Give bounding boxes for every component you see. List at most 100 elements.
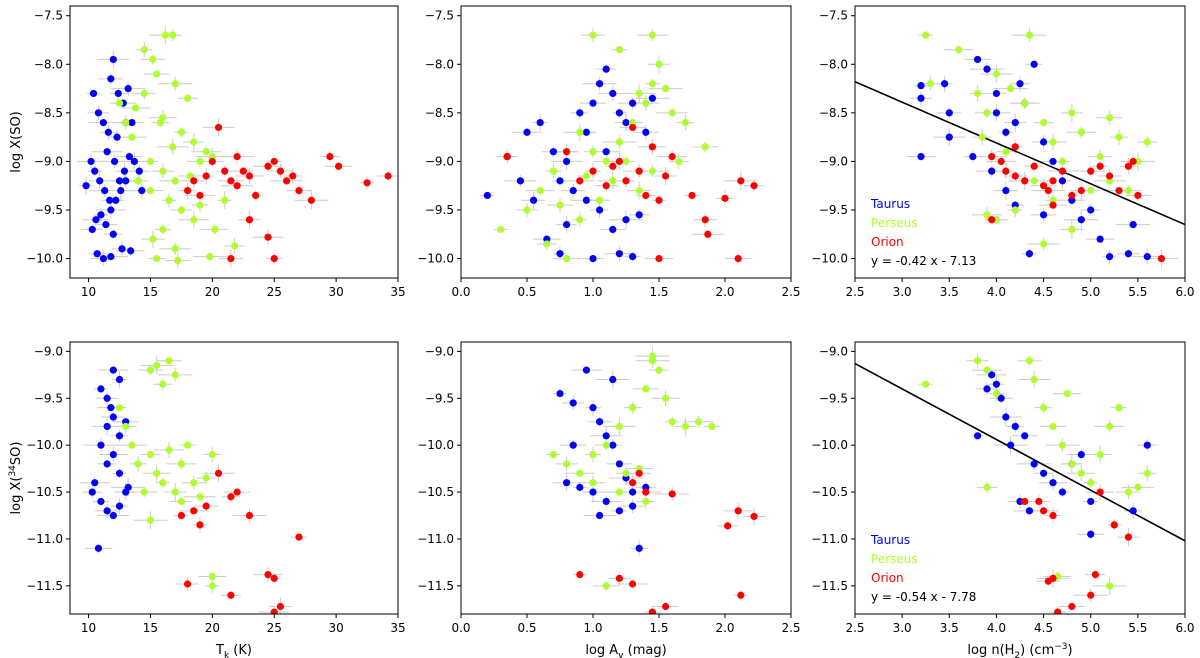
data-point-taurus xyxy=(1025,250,1034,258)
data-point-taurus xyxy=(109,413,117,421)
data-point-taurus xyxy=(596,80,604,88)
data-point-perseus xyxy=(497,225,505,234)
data-point-perseus xyxy=(602,582,610,590)
data-point-taurus xyxy=(589,404,597,412)
data-point-perseus xyxy=(149,235,157,243)
y-tick-label: −9.5 xyxy=(819,391,848,405)
data-point-taurus xyxy=(582,366,591,374)
panel-so-nh2: 2.5 3.0 3.5 4.0 4.5 5.0 5.5 6.0 −10.0 −9.5 −9.0 −8.… xyxy=(811,5,1195,299)
data-point-orion xyxy=(208,157,216,166)
data-point-perseus xyxy=(177,460,185,468)
data-point-perseus xyxy=(146,450,155,459)
panel-so-tk: 10 15 20 25 30 35 −10.0 −9.5 −9.0 −8.5 −8.0 −7.5 log… xyxy=(9,5,406,299)
data-point-taurus xyxy=(536,118,544,127)
x-tick-label: 20 xyxy=(205,285,220,299)
data-point-orion xyxy=(688,191,696,200)
data-point-taurus xyxy=(582,196,591,204)
data-point-perseus xyxy=(1058,441,1067,449)
data-point-taurus xyxy=(1087,206,1095,214)
data-point-perseus xyxy=(701,143,709,151)
data-point-taurus xyxy=(115,502,124,510)
data-point-taurus xyxy=(1129,220,1137,229)
errorbars xyxy=(918,353,1158,614)
data-point-taurus xyxy=(945,109,953,117)
data-point-orion xyxy=(295,186,303,195)
data-point-orion xyxy=(589,167,597,175)
data-point-taurus xyxy=(1030,460,1038,468)
data-point-perseus xyxy=(140,488,148,496)
data-point-taurus xyxy=(602,65,610,73)
data-point-taurus xyxy=(1129,507,1137,515)
data-point-perseus xyxy=(648,352,657,360)
y-tick-label: −11.5 xyxy=(811,579,848,593)
data-point-orion xyxy=(704,230,712,238)
data-point-orion xyxy=(615,574,624,582)
data-point-taurus xyxy=(88,225,96,234)
data-point-perseus xyxy=(955,46,963,54)
data-point-orion xyxy=(734,254,742,263)
data-point-perseus xyxy=(1030,177,1038,185)
x-tick-label: 30 xyxy=(328,285,343,299)
x-tick-label: 2.5 xyxy=(781,621,800,635)
axes-frame xyxy=(69,5,399,279)
data-point-taurus xyxy=(1096,235,1104,243)
data-point-taurus xyxy=(622,118,630,127)
data-point-perseus xyxy=(128,441,136,449)
y-tick-label: −9.0 xyxy=(34,154,63,168)
data-point-taurus xyxy=(124,84,132,93)
x-tick-label: 1.5 xyxy=(649,285,668,299)
data-point-orion xyxy=(662,172,670,180)
y-tick-label: −8.5 xyxy=(34,106,63,120)
y-tick-label: −10.5 xyxy=(417,485,454,499)
data-point-perseus xyxy=(563,254,571,263)
data-point-taurus xyxy=(622,216,630,224)
data-point-taurus xyxy=(91,479,99,487)
data-point-taurus xyxy=(97,441,105,449)
axes-frame xyxy=(460,341,792,615)
x-tick-label: 6.0 xyxy=(1175,621,1194,635)
fit-equation: y = -0.54 x - 7.78 xyxy=(871,590,976,604)
data-point-orion xyxy=(576,177,584,185)
data-point-perseus xyxy=(629,404,637,412)
data-point-taurus xyxy=(1058,488,1067,496)
data-point-taurus xyxy=(629,99,637,107)
data-point-orion xyxy=(642,191,650,200)
y-tick-label: −7.5 xyxy=(425,9,454,23)
data-point-taurus xyxy=(917,82,925,90)
data-point-perseus xyxy=(202,148,210,156)
data-point-perseus xyxy=(208,572,216,581)
data-point-perseus xyxy=(169,143,177,151)
data-point-orion xyxy=(227,493,235,501)
data-point-perseus xyxy=(655,60,663,68)
data-point-taurus xyxy=(569,441,577,449)
data-point-perseus xyxy=(992,389,1001,398)
data-point-perseus xyxy=(1039,404,1048,412)
errorbars xyxy=(906,28,1179,268)
x-tick-label: 3.5 xyxy=(940,285,959,299)
data-point-taurus xyxy=(615,460,624,468)
data-point-taurus xyxy=(917,152,925,161)
data-point-perseus xyxy=(708,422,716,431)
x-tick-label: 0.5 xyxy=(517,285,536,299)
errorbars xyxy=(480,28,765,264)
x-tick-label: 15 xyxy=(143,621,158,635)
data-point-taurus xyxy=(96,177,104,185)
data-point-perseus xyxy=(926,80,935,88)
series-orion xyxy=(503,123,758,263)
data-point-perseus xyxy=(622,157,630,166)
data-point-taurus xyxy=(138,186,146,195)
y-tick-label: −7.5 xyxy=(819,9,848,23)
data-point-taurus xyxy=(1039,469,1048,477)
x-tick-label: 2.5 xyxy=(781,285,800,299)
data-point-perseus xyxy=(134,460,142,468)
data-point-orion xyxy=(289,172,297,180)
data-point-taurus xyxy=(115,432,124,440)
data-point-perseus xyxy=(1049,422,1057,431)
data-point-taurus xyxy=(1124,250,1133,258)
data-point-taurus xyxy=(1077,450,1085,459)
data-point-perseus xyxy=(183,94,192,102)
x-tick-label: 1.0 xyxy=(583,621,602,635)
x-tick-label: 25 xyxy=(267,621,282,635)
data-point-orion xyxy=(1039,182,1048,190)
data-point-orion xyxy=(997,157,1005,166)
